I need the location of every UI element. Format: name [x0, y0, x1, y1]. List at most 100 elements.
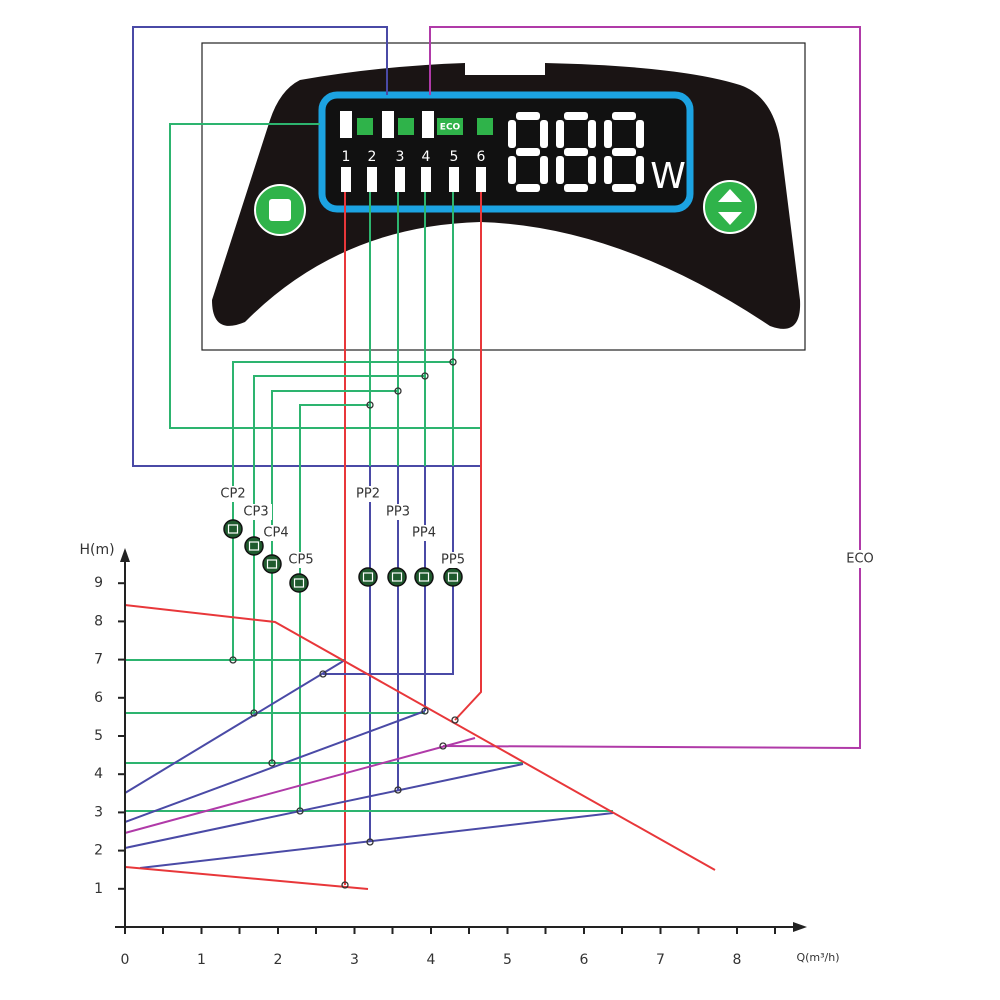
mode-label: PP5: [441, 553, 465, 568]
y-tick-label: 3: [94, 804, 103, 820]
mode-label: PP4: [412, 526, 436, 541]
mode-bar: [449, 167, 459, 192]
mode-indicator-icon: [362, 572, 374, 582]
power-icon: [269, 199, 291, 221]
mode-label-bg: [382, 504, 414, 520]
y-tick-label: 8: [94, 613, 103, 629]
y-tick-label: 7: [94, 652, 103, 668]
mode-indicator-icon: [248, 541, 260, 551]
mode-label-bg: [408, 525, 440, 541]
segment: [636, 120, 644, 148]
mode-label: CP4: [263, 526, 288, 541]
mode-indicator-icon: [447, 572, 459, 582]
mode-label-bg: [240, 504, 272, 520]
mode-icons: [357, 118, 493, 135]
segment-display: [508, 112, 644, 192]
x-tick-label: 5: [503, 952, 512, 968]
segment: [588, 120, 596, 148]
segment: [564, 148, 588, 156]
eco-icon: ECO: [440, 123, 461, 133]
y-tick-label: 5: [94, 728, 103, 744]
mode-label: CP3: [243, 505, 268, 520]
mode-label: CP5: [288, 553, 313, 568]
segment: [556, 156, 564, 184]
eco-label-bg: [842, 550, 878, 568]
mode-number: 2: [368, 149, 377, 165]
segment: [516, 148, 540, 156]
segment: [604, 156, 612, 184]
segment: [556, 120, 564, 148]
mode-label-bg: [352, 486, 384, 502]
mode-bar: [367, 167, 377, 192]
segment: [636, 156, 644, 184]
mode-label: PP3: [386, 505, 410, 520]
mode-number: 1: [342, 149, 351, 165]
mode-indicator-icon: [391, 572, 403, 582]
mode-bar: [421, 167, 431, 192]
segment: [564, 112, 588, 120]
eco-label: ECO: [846, 552, 874, 567]
mode-label: PP2: [356, 487, 380, 502]
mode-indicator: [443, 567, 463, 587]
x-tick-label: 2: [274, 952, 283, 968]
mode-indicator: [262, 554, 282, 574]
y-tick-label: 4: [94, 766, 103, 782]
segment: [612, 112, 636, 120]
mode-indicator: [414, 567, 434, 587]
mode-label: CP2: [220, 487, 245, 502]
segment: [604, 120, 612, 148]
mode-bar: [476, 167, 486, 192]
mode-icon: [718, 189, 742, 225]
mode-label-bg: [285, 552, 317, 568]
mode-numbers: 1 2 3 4 5 6: [341, 149, 486, 192]
mode-indicator-icon: [293, 578, 305, 588]
y-axis-label: H(m): [79, 542, 114, 558]
segment: [508, 120, 516, 148]
unit: W: [650, 156, 686, 197]
mode-bar: [395, 167, 405, 192]
mode-label-bg: [260, 525, 292, 541]
mode-number: 6: [477, 149, 486, 165]
mode-indicator: [223, 519, 243, 539]
segment: [612, 148, 636, 156]
mode-button[interactable]: [703, 180, 757, 234]
x-tick-label: 3: [350, 952, 359, 968]
mode-bar: [341, 167, 351, 192]
mode-indicator-icon: [266, 559, 278, 569]
mode-indicator: [358, 567, 378, 587]
x-tick-label: 4: [427, 952, 436, 968]
segment: [516, 112, 540, 120]
x-tick-label: 7: [656, 952, 665, 968]
segment: [540, 120, 548, 148]
x-tick-label: 8: [733, 952, 742, 968]
mode-number: 5: [450, 149, 459, 165]
x-axis-label: Q(m³/h): [796, 951, 839, 964]
mode-indicator-icon: [227, 524, 239, 534]
panel-frame: [201, 42, 806, 351]
mode-indicator: [289, 573, 309, 593]
indicator-bars: [340, 111, 434, 138]
mode-label-bg: [437, 552, 469, 568]
x-tick-label: 1: [197, 952, 206, 968]
y-tick-label: 2: [94, 843, 103, 859]
x-tick-label: 6: [580, 952, 589, 968]
curves: [124, 604, 716, 890]
mode-label-bg: [217, 486, 249, 502]
segment: [588, 156, 596, 184]
mode-indicator: [387, 567, 407, 587]
segment: [516, 184, 540, 192]
mode-indicator-icon: [418, 572, 430, 582]
y-tick-label: 9: [94, 575, 103, 591]
axes: [115, 548, 807, 932]
mode-number: 4: [422, 149, 431, 165]
mode-number: 3: [396, 149, 405, 165]
segment: [540, 156, 548, 184]
y-tick-label: 1: [94, 881, 103, 897]
y-tick-label: 6: [94, 690, 103, 706]
x-tick-label: 0: [121, 952, 130, 968]
segment: [508, 156, 516, 184]
segment: [564, 184, 588, 192]
